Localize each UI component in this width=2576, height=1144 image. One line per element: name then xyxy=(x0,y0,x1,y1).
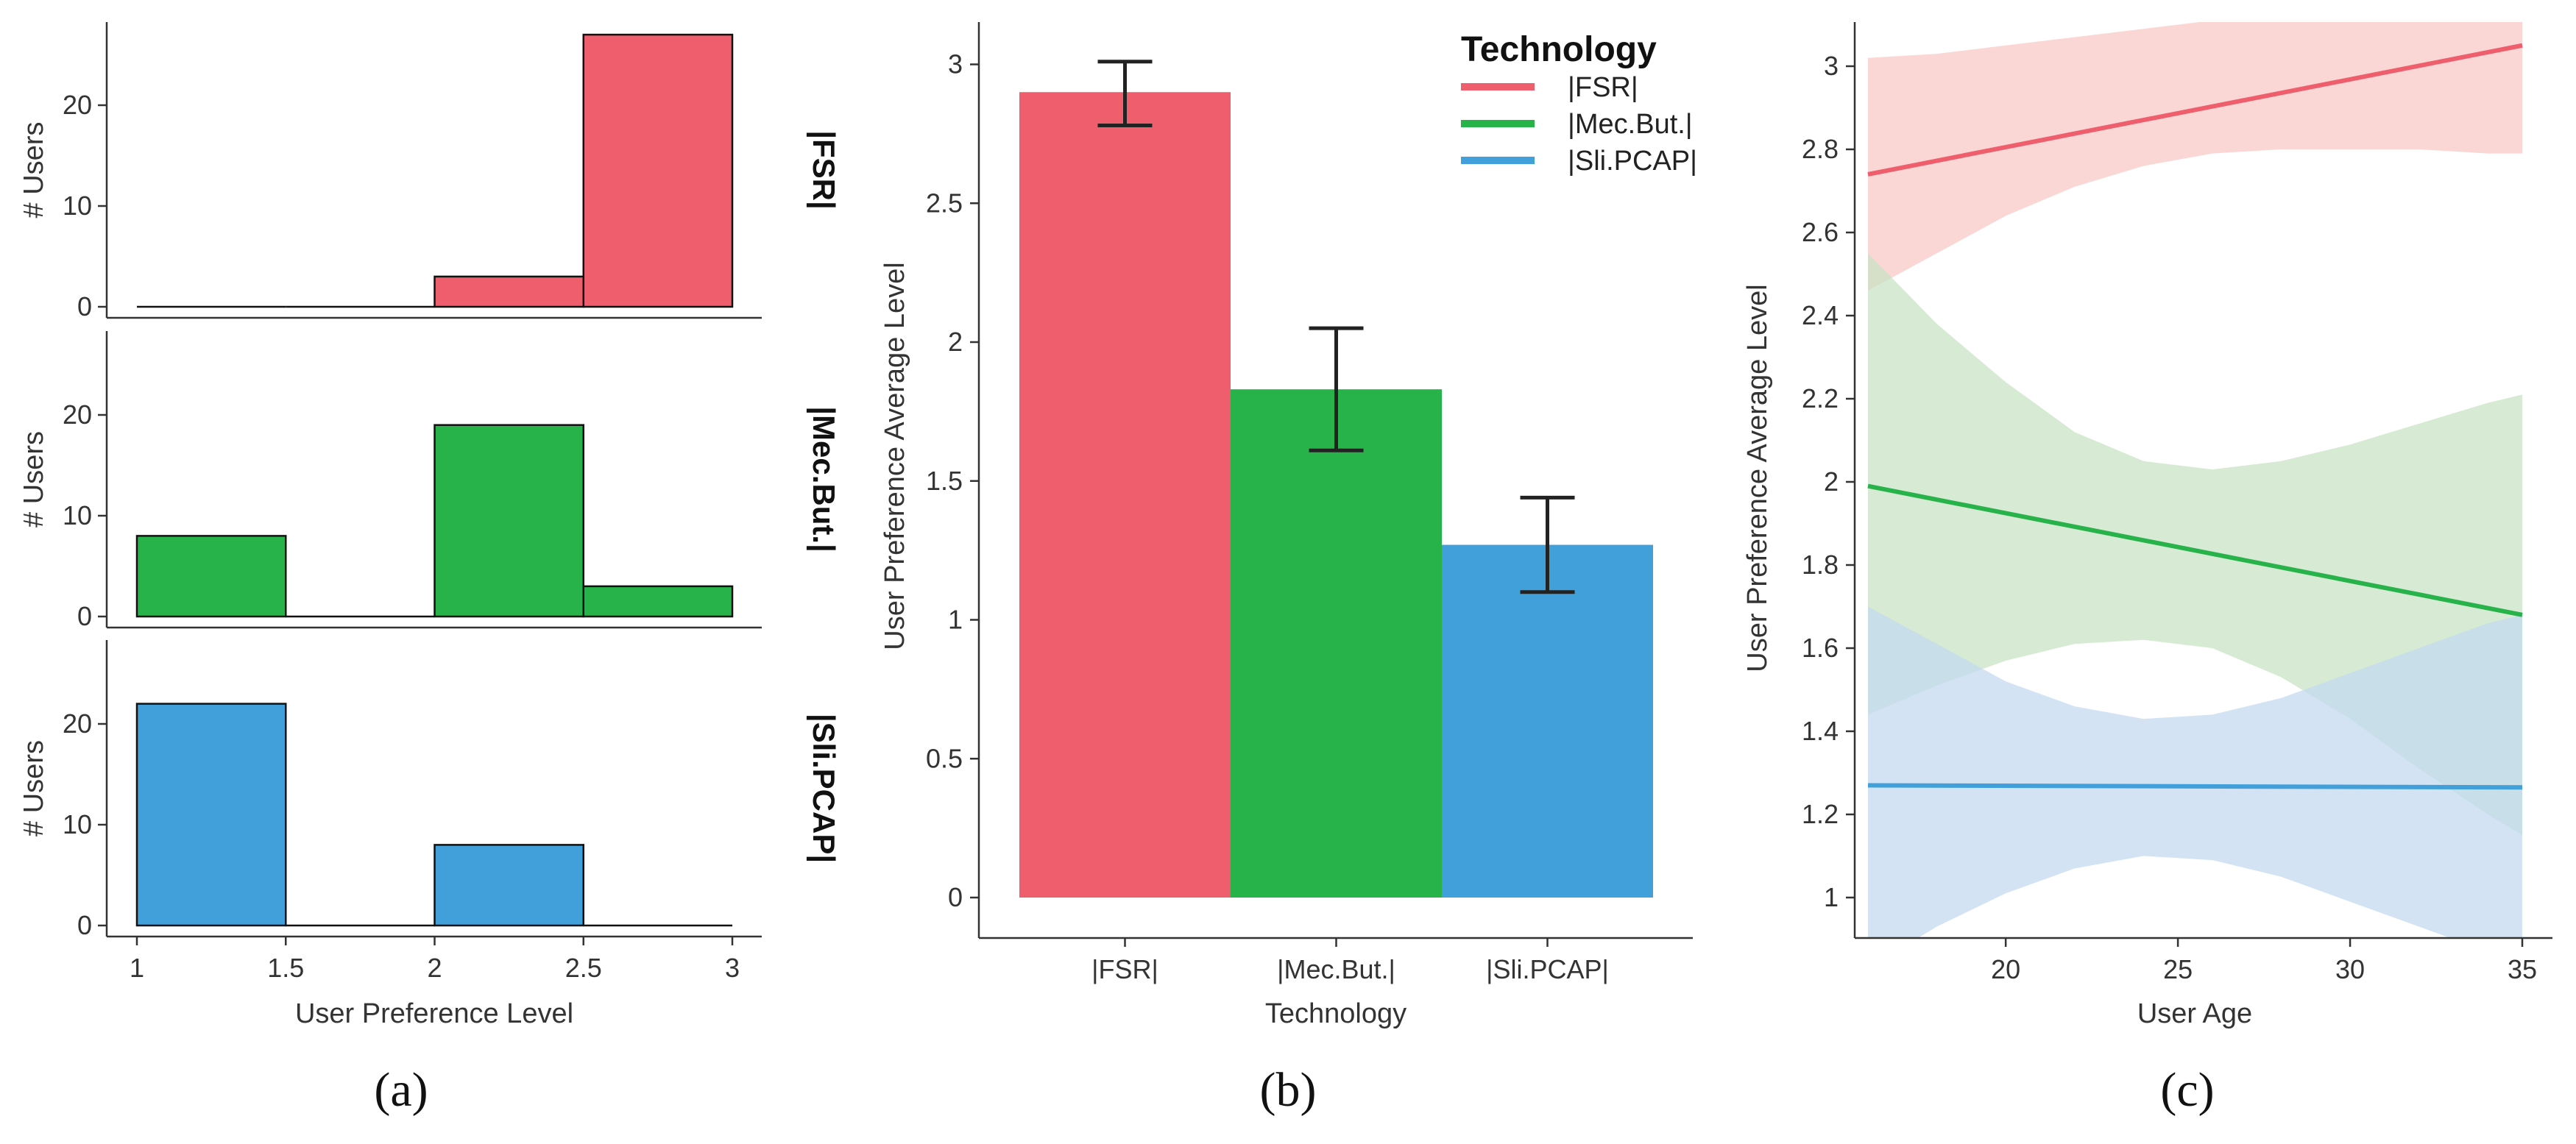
y-axis-label: # Users xyxy=(18,122,49,219)
confidence-band xyxy=(1868,606,2522,938)
y-tick-label: 2.6 xyxy=(1802,217,1839,247)
y-tick-label: 2.8 xyxy=(1802,134,1839,164)
bar xyxy=(1442,544,1653,898)
y-axis-label: User Preference Average Level xyxy=(1742,284,1773,672)
y-tick-label: 3 xyxy=(1824,51,1839,81)
y-tick-label: 2.4 xyxy=(1802,300,1839,330)
y-tick-label: 20 xyxy=(63,90,92,120)
y-tick-label: 10 xyxy=(63,809,92,839)
y-tick-label: 2.5 xyxy=(926,188,963,218)
y-tick-label: 1.4 xyxy=(1802,716,1839,746)
y-tick-label: 2 xyxy=(948,327,963,357)
y-axis-label: # Users xyxy=(18,740,49,836)
x-tick-label: 3 xyxy=(725,953,740,983)
panel-c-regression-chart: 1 1.2 1.4 1.6 1.8 2 2.2 2.4 2.6 2.8 3 20 25 30 35 User … xyxy=(1742,22,2552,1029)
x-tick-label: 2.5 xyxy=(565,953,602,983)
x-tick-label: 25 xyxy=(2163,954,2193,984)
histogram-bar xyxy=(434,275,584,308)
x-tick-label: 20 xyxy=(1991,954,2020,984)
regression-line xyxy=(1867,43,2523,177)
y-axis-label: # Users xyxy=(18,431,49,527)
regression-line xyxy=(1867,483,2523,617)
facet-label: |Mec.But.| xyxy=(806,406,841,553)
y-tick-label: 1.2 xyxy=(1802,799,1839,829)
bar xyxy=(1019,92,1231,898)
y-tick-label: 20 xyxy=(63,399,92,430)
facet-2: 0 10 20 # Users |Sli.PCAP| xyxy=(18,640,841,940)
x-tick-label: |Mec.But.| xyxy=(1277,954,1395,984)
y-tick-label: 1 xyxy=(948,605,963,635)
facet-label: |FSR| xyxy=(806,130,841,210)
panel-b-bar-chart: 00.511.522.53|FSR| |Mec.But.| |Sli.PCAP|Te… xyxy=(880,22,1697,1029)
facet-1: 0 10 20 # Users |Mec.But.| xyxy=(18,331,841,631)
y-tick-label: 0 xyxy=(77,910,92,940)
x-tick-label: 2 xyxy=(427,953,442,983)
y-tick-label: 2 xyxy=(1824,466,1839,497)
confidence-band xyxy=(1868,22,2522,291)
facet-0: 0 10 20 # Users |FSR| xyxy=(18,22,841,321)
histogram-bar xyxy=(135,535,287,618)
x-axis-label: Technology xyxy=(1265,998,1406,1029)
y-tick-label: 1.8 xyxy=(1802,550,1839,580)
y-tick-label: 0 xyxy=(77,601,92,631)
legend-label: |Sli.PCAP| xyxy=(1568,146,1697,177)
x-tick-label: 35 xyxy=(2508,954,2537,984)
legend-title: Technology xyxy=(1461,30,1657,69)
y-tick-label: 0.5 xyxy=(926,743,963,773)
panel-label-b: (b) xyxy=(1260,1063,1317,1117)
y-tick-label: 20 xyxy=(63,708,92,739)
panel-label-c: (c) xyxy=(2160,1063,2214,1117)
histogram-bar xyxy=(434,424,584,618)
x-axis-label: User Preference Level xyxy=(295,998,573,1029)
legend: Technology|FSR| |Mec.But.| |Sli.PCAP| xyxy=(1461,30,1697,177)
x-tick-label: |FSR| xyxy=(1091,954,1158,984)
y-tick-label: 3 xyxy=(948,49,963,79)
plot-area xyxy=(1867,22,2523,938)
legend-label: |FSR| xyxy=(1568,72,1638,103)
x-tick-label: 1 xyxy=(130,953,144,983)
x-tick-label: 30 xyxy=(2335,954,2365,984)
histogram-bar xyxy=(582,585,734,618)
y-tick-label: 1.5 xyxy=(926,466,963,496)
y-tick-label: 0 xyxy=(948,882,963,912)
bar xyxy=(1231,389,1442,898)
y-tick-label: 10 xyxy=(63,500,92,530)
legend-label: |Mec.But.| xyxy=(1568,109,1693,140)
y-axis-label: User Preference Average Level xyxy=(880,262,910,650)
y-tick-label: 1.6 xyxy=(1802,633,1839,663)
facet-label: |Sli.PCAP| xyxy=(806,714,841,863)
regression-line xyxy=(1867,783,2523,790)
y-tick-label: 1 xyxy=(1824,882,1839,912)
x-tick-label: |Sli.PCAP| xyxy=(1486,954,1609,984)
histogram-bar xyxy=(135,703,287,927)
y-tick-label: 10 xyxy=(63,191,92,221)
y-tick-label: 2.2 xyxy=(1802,383,1839,413)
x-tick-label: 1.5 xyxy=(267,953,304,983)
y-tick-label: 0 xyxy=(77,291,92,321)
histogram-bar xyxy=(582,33,734,308)
histogram-bar xyxy=(434,844,584,927)
panel-label-a: (a) xyxy=(374,1063,428,1117)
x-axis-label: User Age xyxy=(2137,998,2252,1029)
